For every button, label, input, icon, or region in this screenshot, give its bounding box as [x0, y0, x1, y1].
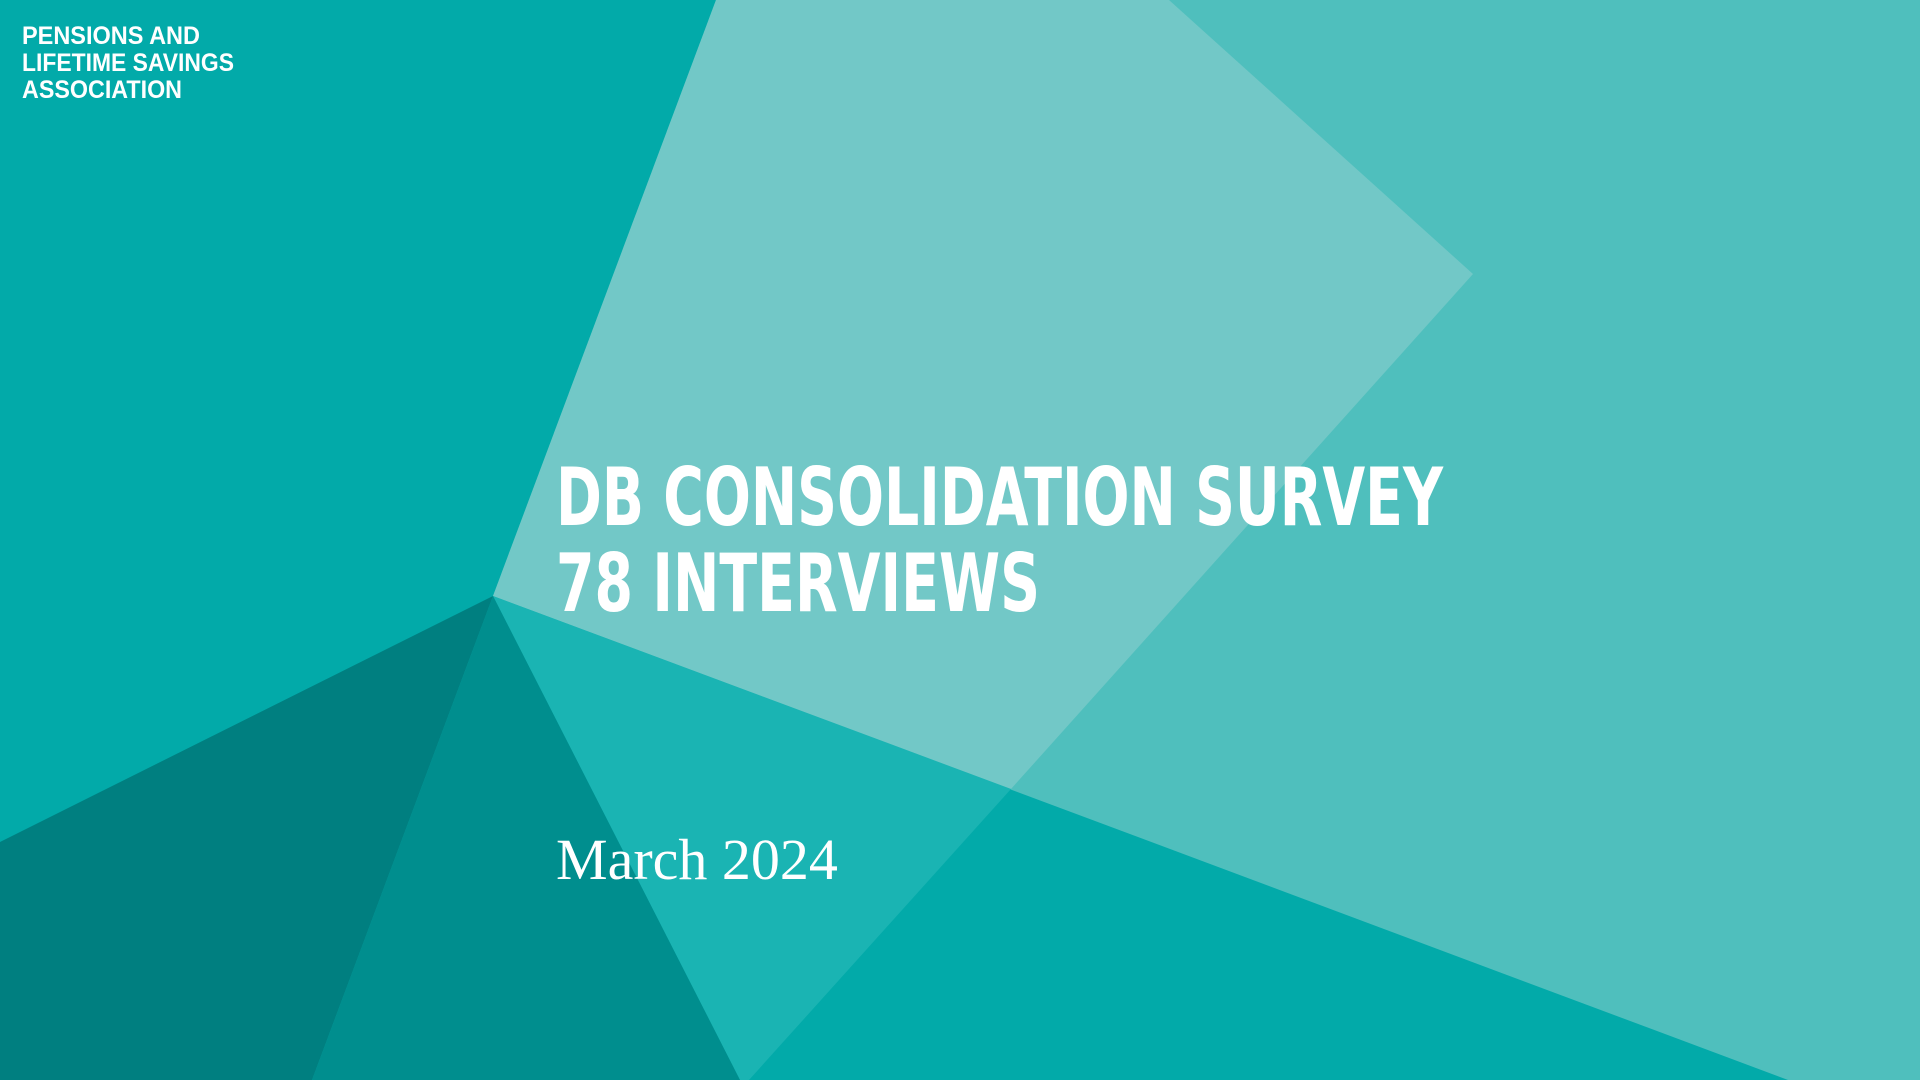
date: March 2024	[556, 827, 838, 892]
logo-line: PENSIONS AND	[22, 22, 200, 50]
logo-line: ASSOCIATION	[22, 76, 182, 104]
dark-shape-2	[312, 596, 740, 1080]
light-shape	[493, 0, 1473, 789]
title-line: DB CONSOLIDATION SURVEY	[556, 451, 1444, 544]
logo-line: LIFETIME SAVINGS	[22, 49, 234, 77]
dark-shape	[0, 596, 493, 1080]
title-line: 78 INTERVIEWS	[556, 537, 1040, 630]
mid-shape	[493, 596, 1011, 1080]
